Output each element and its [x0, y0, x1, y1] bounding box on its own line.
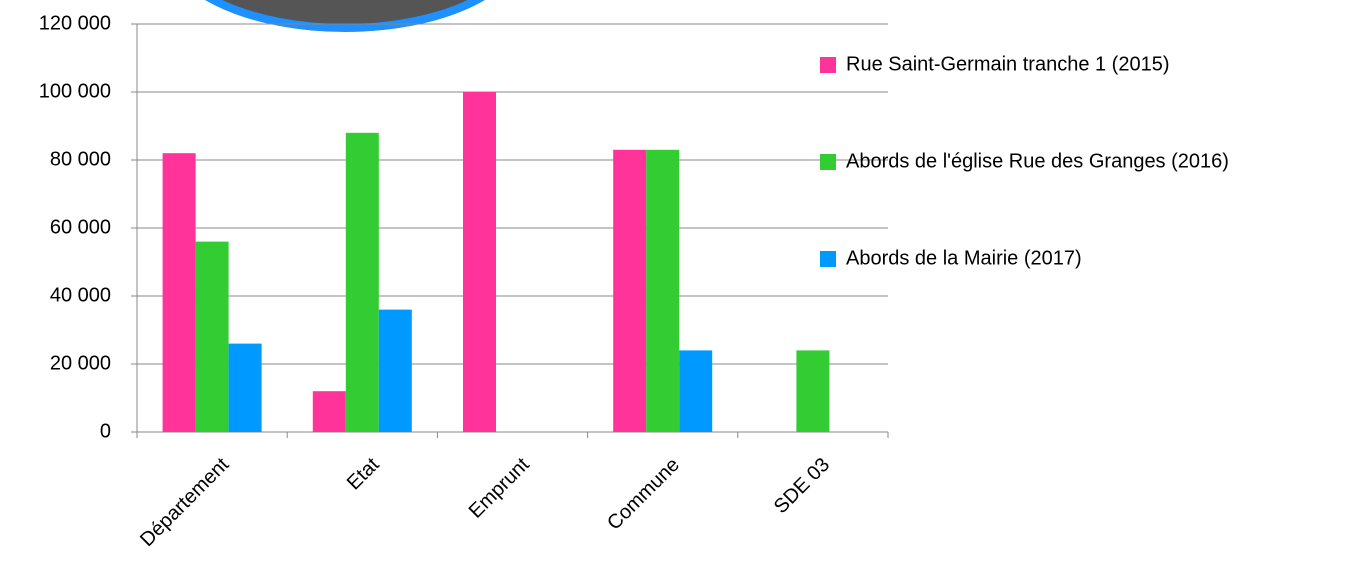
legend-label: Rue Saint-Germain tranche 1 (2015)	[846, 53, 1170, 75]
bar	[162, 153, 196, 432]
bar	[228, 343, 262, 432]
legend-swatch	[820, 251, 836, 267]
legend-label: Abords de la Mairie (2017)	[846, 247, 1082, 269]
x-tick-label: Etat	[343, 453, 384, 494]
decorative-image	[205, 0, 485, 32]
bar	[613, 149, 647, 433]
bar	[646, 149, 680, 433]
bar	[195, 241, 229, 432]
bar	[312, 391, 346, 432]
y-tick-label: 80 000	[50, 148, 111, 170]
y-tick-label: 20 000	[50, 352, 111, 374]
y-tick-label: 100 000	[39, 80, 111, 102]
legend-swatch	[820, 57, 836, 73]
x-tick-label: Département	[136, 453, 234, 551]
legend-swatch	[820, 154, 836, 170]
x-tick-label: Emprunt	[465, 453, 534, 522]
y-tick-label: 120 000	[39, 12, 111, 34]
bar	[463, 92, 496, 432]
legend-label: Abords de l'église Rue des Granges (2016…	[846, 150, 1229, 172]
bar	[796, 350, 830, 432]
bar	[345, 132, 379, 433]
x-tick-label: SDE 03	[770, 454, 834, 518]
y-tick-label: 0	[100, 420, 111, 442]
y-tick-label: 60 000	[50, 216, 111, 238]
x-tick-label: Commune	[603, 454, 684, 535]
bar	[378, 309, 412, 432]
y-tick-label: 40 000	[50, 284, 111, 306]
bar	[679, 350, 713, 432]
